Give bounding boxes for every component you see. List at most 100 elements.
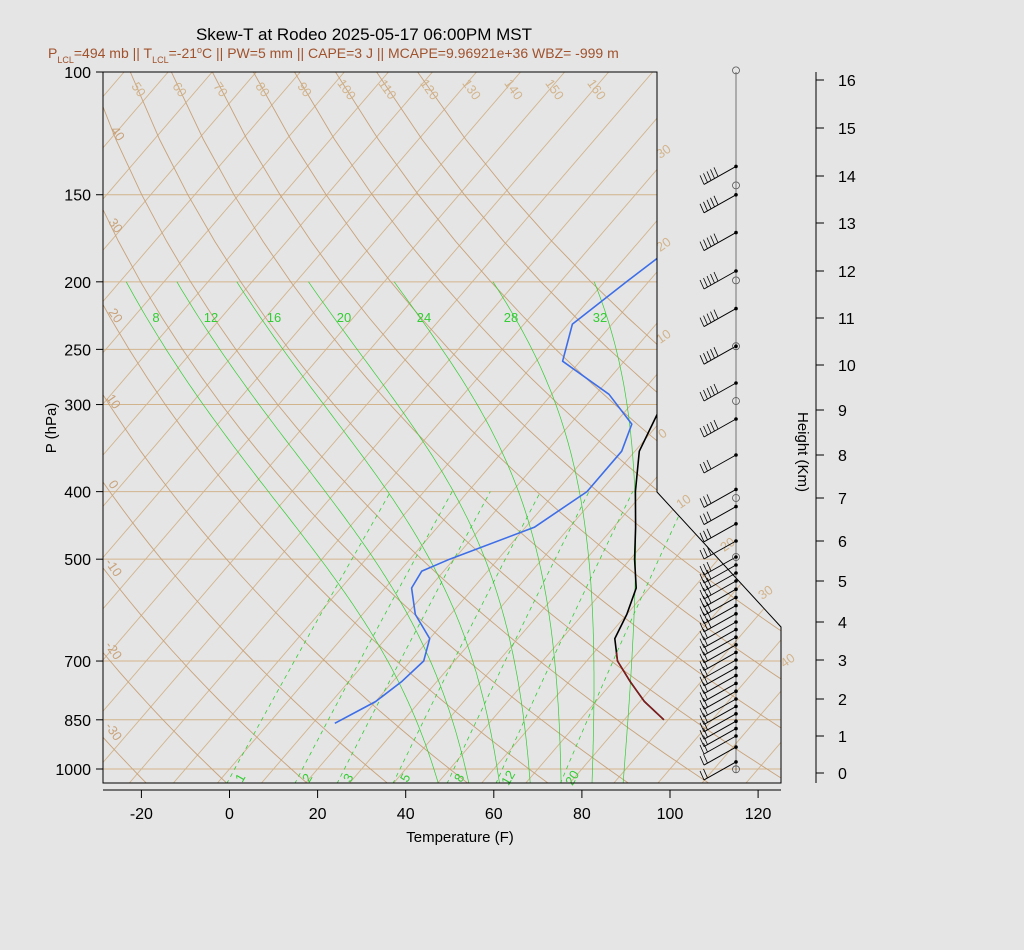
wind-barb-feather bbox=[699, 532, 705, 542]
wind-barb-feather bbox=[703, 604, 708, 614]
wind-barb-feather bbox=[699, 614, 705, 624]
isotherm-label: 40 bbox=[777, 650, 797, 671]
wind-barb bbox=[699, 165, 737, 185]
wind-barb bbox=[699, 572, 737, 592]
wind-barb-staff bbox=[703, 621, 737, 641]
wind-barb bbox=[699, 644, 737, 664]
wind-barb bbox=[699, 728, 737, 748]
wind-barb-staff bbox=[703, 382, 737, 402]
isotherm-label: 60 bbox=[169, 79, 190, 99]
isotherm-line bbox=[348, 72, 781, 783]
wind-barb-staff bbox=[703, 651, 737, 671]
subtitle-rest: C || PW=5 mm || CAPE=3 J || MCAPE=9.9692… bbox=[202, 45, 619, 61]
moist-adiabat-label: 32 bbox=[593, 310, 607, 325]
wind-barb-feather bbox=[703, 720, 708, 730]
dry-adiabat bbox=[103, 72, 550, 783]
wind-barb-feather bbox=[699, 707, 705, 718]
wind-barb-feather bbox=[699, 653, 705, 663]
subtitle-plcl-name: P bbox=[48, 45, 57, 61]
wind-barb-feather bbox=[703, 735, 708, 745]
wind-barb-feather bbox=[703, 698, 708, 708]
y-axis-label: P (hPa) bbox=[43, 403, 60, 454]
wind-barb-feather bbox=[713, 271, 719, 282]
wind-barb-feather bbox=[706, 275, 712, 286]
dry-adiabat bbox=[335, 72, 781, 783]
wind-barb bbox=[699, 621, 737, 641]
wind-barb-feather bbox=[703, 201, 708, 211]
wind-barb-feather bbox=[699, 770, 705, 781]
isotherm-label: 90 bbox=[294, 79, 315, 99]
height-tick-label: 12 bbox=[838, 264, 856, 281]
wind-calm-circle bbox=[732, 66, 740, 75]
wind-barb bbox=[699, 698, 737, 718]
subtitle-tlcl-sub: LCL bbox=[152, 55, 169, 65]
isotherm-line bbox=[612, 72, 781, 783]
wind-barb-staff bbox=[703, 580, 737, 600]
wind-barb-feather bbox=[703, 353, 708, 363]
wind-barb bbox=[699, 588, 737, 608]
wind-barb-feather bbox=[699, 598, 705, 608]
wind-barb-feather bbox=[699, 622, 705, 632]
dry-adiabat-label: 30 bbox=[105, 215, 126, 235]
dry-adiabat bbox=[294, 72, 781, 783]
wind-calm-circle bbox=[732, 181, 740, 190]
mixing-ratio-line bbox=[559, 491, 691, 783]
isotherm-line bbox=[656, 72, 781, 783]
height-tick-label: 14 bbox=[838, 169, 856, 186]
wind-barb bbox=[699, 506, 737, 526]
x-tick-label: 120 bbox=[745, 806, 772, 823]
chart-subtitle: PLCL=494 mb || TLCL=-21oC || PW=5 mm || … bbox=[48, 45, 619, 65]
dry-adiabat-label: 40 bbox=[107, 123, 128, 143]
wind-barb-staff bbox=[703, 690, 737, 710]
wind-barb-feather bbox=[706, 511, 712, 521]
wind-barb-feather bbox=[703, 277, 708, 288]
isotherm-label: 20 bbox=[717, 534, 737, 555]
isotherm-line bbox=[568, 72, 781, 783]
wind-barb-feather bbox=[703, 315, 708, 325]
wind-barb-staff bbox=[703, 540, 737, 560]
wind-barb-staff bbox=[703, 556, 737, 576]
wind-barb-staff bbox=[703, 644, 737, 664]
dry-adiabat bbox=[170, 72, 781, 783]
isotherm-line bbox=[103, 72, 477, 783]
height-tick-label: 6 bbox=[838, 534, 847, 551]
wind-barb-feather bbox=[710, 197, 715, 207]
wind-barb-feather bbox=[703, 173, 708, 183]
wind-barb-staff bbox=[703, 308, 737, 328]
x-tick-label: 80 bbox=[573, 806, 591, 823]
height-tick-label: 15 bbox=[838, 121, 856, 138]
wind-barb-feather bbox=[699, 737, 705, 747]
wind-barb-feather bbox=[703, 239, 708, 249]
wind-barb-feather bbox=[703, 705, 708, 716]
wind-barb-feather bbox=[699, 646, 705, 656]
moist-adiabat-label: 20 bbox=[337, 310, 351, 325]
wind-barb-feather bbox=[703, 461, 708, 472]
dry-adiabat bbox=[211, 72, 781, 783]
moist-adiabat bbox=[176, 281, 470, 783]
isotherm-label: 50 bbox=[128, 79, 149, 99]
wind-barb-feather bbox=[703, 513, 708, 523]
wind-barb-staff bbox=[703, 232, 737, 252]
wind-barb bbox=[699, 418, 737, 438]
wind-calm-circle bbox=[732, 276, 740, 285]
isotherm-label: 30 bbox=[755, 582, 775, 603]
isotherm-line bbox=[103, 72, 698, 783]
wind-barb-staff bbox=[703, 735, 737, 755]
wind-barb-feather bbox=[710, 235, 715, 245]
wind-barb-staff bbox=[703, 713, 737, 733]
wind-barb bbox=[699, 761, 737, 781]
wind-barb-feather bbox=[699, 638, 705, 648]
wind-barb-feather bbox=[699, 700, 705, 710]
x-tick-label: 40 bbox=[397, 806, 415, 823]
y-axis: 100 150 200 250 300 400 500 700 850 1000 bbox=[55, 65, 104, 783]
wind-barb bbox=[699, 690, 737, 710]
wind-barb-feather bbox=[703, 768, 708, 779]
wind-barbs bbox=[699, 66, 740, 781]
wind-barb-feather bbox=[699, 730, 705, 740]
wind-barb-feather bbox=[703, 713, 708, 723]
wind-barb bbox=[699, 682, 737, 702]
wind-barb-feather bbox=[699, 755, 705, 766]
wind-barb-feather bbox=[699, 565, 705, 576]
moist-adiabat bbox=[125, 281, 439, 783]
